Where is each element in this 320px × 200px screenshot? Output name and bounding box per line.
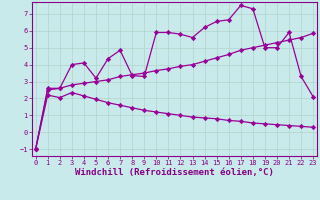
X-axis label: Windchill (Refroidissement éolien,°C): Windchill (Refroidissement éolien,°C) <box>75 168 274 177</box>
